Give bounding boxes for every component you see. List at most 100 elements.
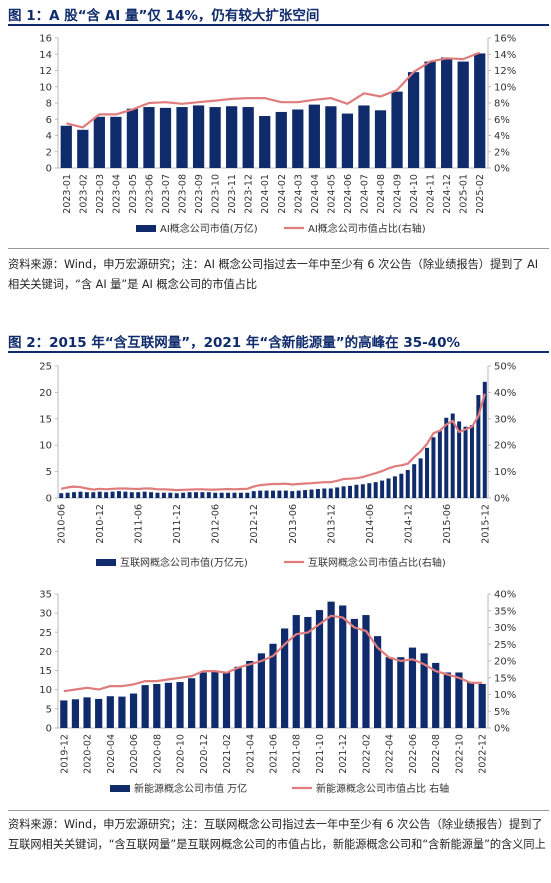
x-tick-label: 2015-12 [480, 504, 491, 544]
bar-2015-12 [482, 381, 487, 498]
left-tick-label: 6 [46, 115, 52, 126]
bar-2020-07 [141, 685, 149, 728]
bar-2013-04 [277, 490, 282, 498]
figure-2-rule [8, 351, 549, 353]
bar-2020-05 [118, 696, 126, 728]
bar-2023-07 [159, 107, 172, 168]
x-tick-label: 2020-10 [176, 734, 187, 774]
bar-2021-10 [315, 610, 324, 728]
bar-2010-09 [78, 491, 83, 498]
bar-2023-06 [143, 107, 155, 168]
bar-2011-08 [149, 492, 154, 498]
x-tick-label: 2024-10 [409, 174, 420, 214]
new-energy-chart: 0 5 10 15 20 25 30 35 0% 5% 10% 15% 20% 25% 30% 35% 40% 2… [39, 590, 516, 796]
left-tick-label: 12 [39, 66, 52, 77]
left-tick-label: 15 [39, 414, 52, 425]
bar-2015-07 [450, 413, 455, 498]
x-tick-label: 2024-11 [426, 174, 437, 214]
legend-bar-swatch [110, 785, 130, 792]
bar-2012-09 [232, 492, 237, 498]
bar-2015-06 [444, 417, 449, 498]
bar-2021-05 [257, 653, 265, 728]
bar-2021-07 [281, 628, 289, 728]
bar-2023-11 [226, 106, 238, 168]
bar-2013-07 [296, 490, 301, 498]
x-tick-label: 2020-04 [106, 734, 117, 774]
bar-2014-05 [360, 484, 365, 498]
x-tick-label: 2013-06 [288, 504, 299, 544]
bar-2014-04 [354, 484, 359, 498]
bar-2011-07 [142, 491, 147, 498]
bar-2024-05 [325, 106, 337, 168]
left-tick-label: 5 [46, 704, 52, 715]
share-line-series [66, 51, 481, 129]
x-tick-label: 2025-02 [475, 174, 486, 214]
bar-2024-11 [424, 61, 436, 168]
right-tick-label: 6% [494, 115, 510, 126]
bar-2022-01 [350, 618, 358, 728]
left-tick-label: 25 [39, 362, 52, 373]
bar-2023-10 [209, 107, 221, 168]
x-tick-label: 2021-08 [292, 734, 303, 774]
x-tick-label: 2011-12 [172, 504, 183, 544]
bar-2023-04 [110, 116, 122, 168]
bar-2024-06 [341, 113, 354, 168]
bar-2011-01 [104, 492, 109, 498]
right-tick-label: 14% [494, 50, 516, 61]
right-tick-label: 50% [494, 362, 516, 373]
bar-2015-08 [457, 421, 462, 498]
bar-2020-12 [199, 672, 207, 728]
right-tick-label: 10% [494, 690, 516, 701]
bar-2012-07 [219, 492, 224, 498]
note-2-divider [8, 810, 549, 811]
left-tick-label: 5 [46, 467, 52, 478]
x-tick-label: 2023-10 [211, 174, 222, 214]
legend-line-label: 互联网概念公司市值占比(右轴) [308, 556, 446, 569]
x-tick-label: 2014-12 [403, 504, 414, 544]
x-tick-label: 2021-12 [338, 734, 349, 774]
bar-2022-09 [443, 672, 451, 728]
x-tick-label: 2021-04 [245, 734, 256, 774]
x-tick-label: 2022-08 [431, 734, 442, 774]
x-tick-label: 2024-03 [293, 174, 304, 214]
bar-2020-11 [188, 678, 196, 728]
x-tick-label: 2024-04 [310, 174, 321, 214]
bar-2021-12 [339, 605, 347, 728]
bar-2022-10 [455, 672, 463, 728]
bar-2024-03 [292, 109, 304, 168]
bar-2023-12 [242, 107, 254, 168]
left-tick-label: 14 [39, 50, 52, 61]
left-tick-label: 25 [39, 628, 52, 639]
left-tick-label: 0 [46, 164, 52, 175]
bar-2021-06 [269, 643, 277, 728]
right-tick-label: 30% [494, 414, 516, 425]
x-tick-label: 2020-08 [152, 734, 163, 774]
bar-2013-05 [283, 490, 288, 498]
bar-2013-01 [258, 490, 263, 498]
x-tick-label: 2025-01 [459, 174, 470, 214]
bar-2024-12 [441, 57, 453, 168]
left-tick-label: 0 [46, 724, 52, 735]
share-line-series [60, 393, 486, 492]
legend-line-label: AI概念公司市值占比(右轴) [308, 222, 426, 235]
figure-2-source-note: 资料来源：Wind，申万宏源研究；注：互联网概念公司指过去一年中至少有 6 次公… [8, 818, 546, 851]
right-tick-label: 20% [494, 441, 516, 452]
right-tick-label: 0% [494, 164, 510, 175]
bar-2012-11 [245, 492, 250, 498]
left-tick-label: 2 [46, 147, 52, 158]
x-tick-label: 2020-06 [129, 734, 140, 774]
bar-2024-07 [358, 105, 370, 168]
internet-chart: 0 5 10 15 20 25 0% 10% 20% 30% 40% 50% 2010-06 2010-1… [39, 362, 516, 570]
x-tick-label: 2022-10 [454, 734, 465, 774]
bar-2023-02 [77, 129, 89, 168]
bar-2010-12 [97, 491, 102, 498]
x-tick-label: 2023-03 [95, 174, 106, 214]
bar-2010-08 [72, 492, 77, 498]
x-tick-label: 2023-09 [194, 174, 205, 214]
bar-2021-09 [304, 616, 312, 728]
x-tick-label: 2024-06 [343, 174, 354, 214]
bar-2011-02 [110, 491, 115, 498]
bar-2022-04 [385, 657, 393, 728]
bar-2025-01 [457, 61, 469, 168]
right-tick-label: 2% [494, 147, 510, 158]
